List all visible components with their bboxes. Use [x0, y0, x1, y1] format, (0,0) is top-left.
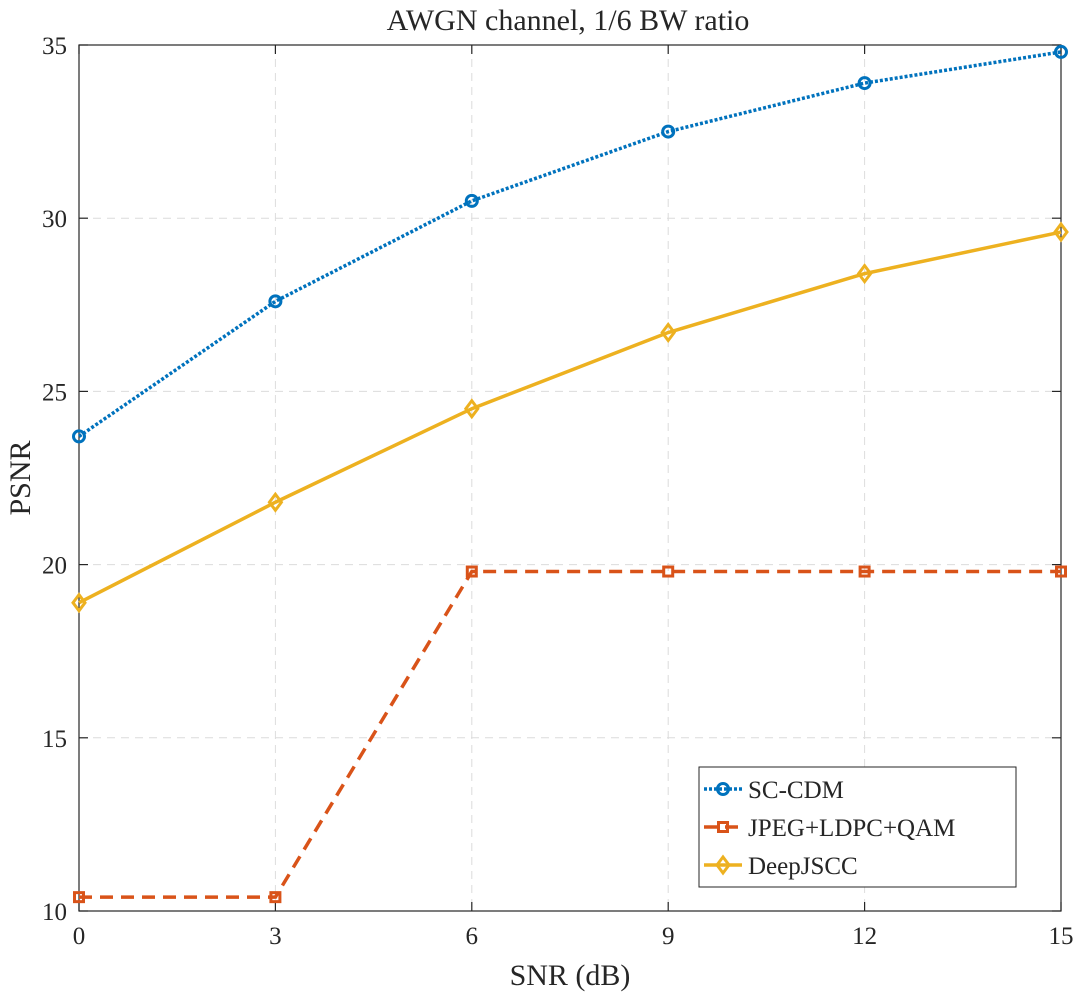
x-tick-label: 12: [852, 923, 877, 950]
data-point: [857, 76, 872, 91]
series-jpeg-ldpc-qam: [73, 565, 1067, 904]
legend-marker: [717, 821, 729, 833]
x-tick-label: 6: [466, 923, 479, 950]
legend-marker: [715, 854, 731, 876]
x-tick-label: 0: [73, 923, 86, 950]
legend-entry: JPEG+LDPC+QAM: [704, 815, 955, 842]
legend-entry: SC-CDM: [704, 777, 844, 804]
legend-entry: DeepJSCC: [704, 853, 858, 880]
legend-marker: [716, 782, 730, 796]
y-axis-label: PSNR: [4, 440, 37, 515]
legend: SC-CDM JPEG+LDPC+QAM DeepJSCC: [698, 766, 1017, 888]
plot-area-border: [78, 44, 1062, 912]
series-line: [78, 230, 1062, 605]
y-tick-label: 15: [42, 726, 67, 753]
y-tick-label: 30: [42, 206, 67, 233]
legend-label: DeepJSCC: [748, 853, 858, 880]
legend-label: JPEG+LDPC+QAM: [748, 815, 955, 842]
x-tick-label: 15: [1049, 923, 1074, 950]
data-point: [463, 398, 480, 420]
data-point: [1055, 565, 1067, 578]
data-point: [269, 891, 282, 904]
legend-box: [698, 766, 1017, 888]
x-tick-label: 3: [269, 923, 282, 950]
chart-title: AWGN channel, 1/6 BW ratio: [387, 4, 750, 37]
data-point: [268, 294, 283, 309]
axis-ticks: 0 3 6 9 12 15 10 15 20 25 30 35: [42, 33, 1074, 950]
y-tick-label: 10: [42, 899, 67, 926]
data-point: [267, 491, 284, 513]
data-point: [660, 322, 677, 344]
x-axis-label: SNR (dB): [510, 959, 631, 992]
series-sc-cdm: [72, 44, 1068, 444]
y-tick-label: 25: [42, 379, 67, 406]
series-line: [78, 50, 1062, 438]
series-layer: [71, 44, 1069, 904]
data-point: [71, 592, 87, 614]
data-point: [858, 565, 871, 578]
data-point: [73, 891, 85, 904]
series-deepjscc: [71, 221, 1069, 614]
data-point: [662, 565, 675, 578]
legend-label: SC-CDM: [748, 777, 844, 804]
data-point: [72, 429, 86, 444]
data-point: [465, 565, 478, 578]
data-point: [1053, 221, 1069, 243]
data-point: [1054, 44, 1068, 59]
data-point: [856, 263, 873, 285]
y-tick-label: 35: [42, 33, 67, 60]
y-tick-label: 20: [42, 553, 67, 580]
series-line: [79, 569, 1061, 899]
data-point: [661, 124, 676, 139]
x-tick-label: 9: [662, 923, 675, 950]
data-point: [464, 193, 479, 208]
